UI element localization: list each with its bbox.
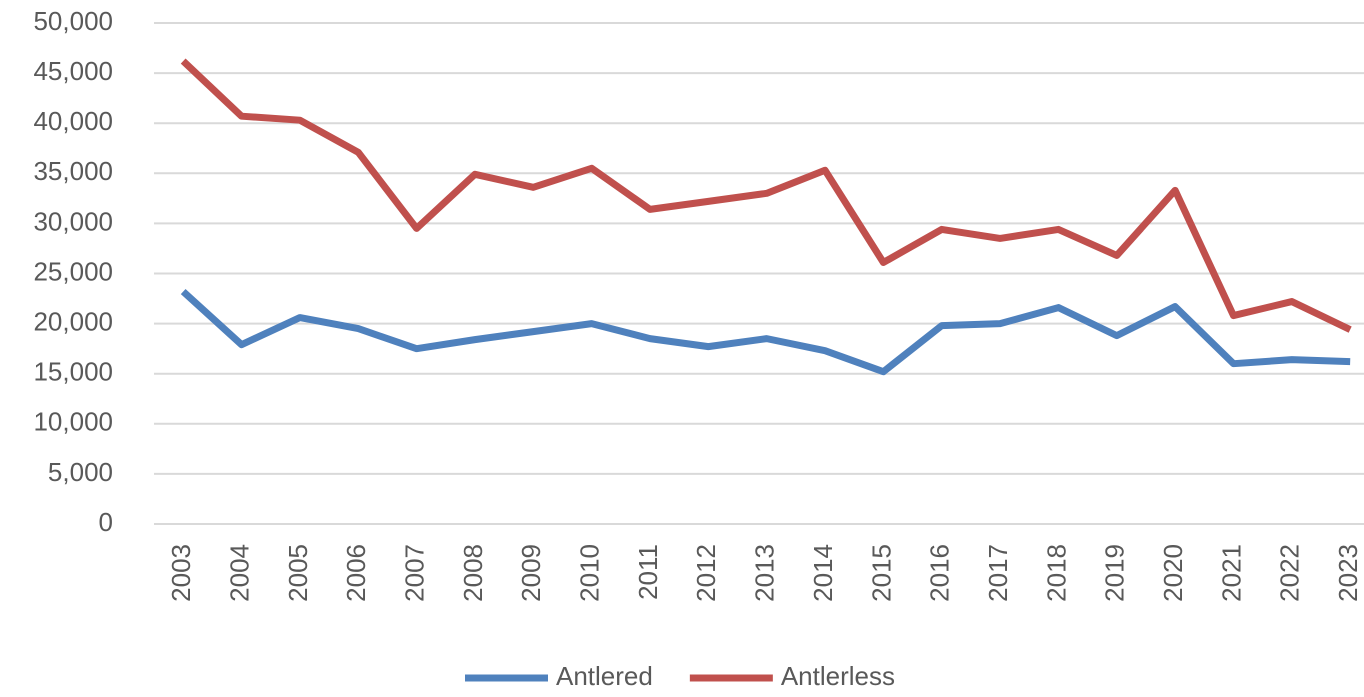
- y-tick-label: 50,000: [33, 6, 113, 36]
- x-tick-label: 2011: [633, 544, 663, 600]
- x-tick-label: 2013: [750, 544, 780, 602]
- y-tick-label: 25,000: [33, 256, 113, 286]
- x-tick-label: 2006: [341, 544, 371, 602]
- y-tick-label: 15,000: [33, 357, 113, 387]
- x-tick-label: 2015: [866, 544, 896, 602]
- series-line: [180, 58, 1352, 333]
- x-tick-label: 2018: [1041, 544, 1071, 602]
- series-line: [180, 288, 1351, 376]
- y-tick-label: 5,000: [48, 457, 113, 487]
- x-tick-label: 2009: [516, 544, 546, 602]
- x-tick-label: 2007: [399, 544, 429, 602]
- x-tick-label: 2003: [166, 544, 196, 602]
- y-tick-label: 30,000: [33, 206, 113, 236]
- legend-label: Antlerless: [781, 661, 895, 691]
- x-tick-label: 2014: [808, 544, 838, 602]
- y-tick-label: 0: [99, 507, 113, 537]
- x-tick-label: 2017: [983, 544, 1013, 602]
- x-tick-label: 2019: [1100, 544, 1130, 602]
- y-tick-label: 10,000: [33, 407, 113, 437]
- x-tick-label: 2023: [1333, 544, 1363, 602]
- x-tick-label: 2008: [458, 544, 488, 602]
- x-tick-label: 2012: [691, 544, 721, 602]
- x-tick-label: 2022: [1275, 544, 1305, 602]
- x-tick-label: 2010: [575, 544, 605, 602]
- x-tick-label: 2004: [224, 544, 254, 602]
- y-tick-label: 35,000: [33, 156, 113, 186]
- x-tick-label: 2016: [925, 544, 955, 602]
- y-tick-label: 40,000: [33, 106, 113, 136]
- legend-label: Antlered: [556, 661, 653, 691]
- x-tick-label: 2020: [1158, 544, 1188, 602]
- y-tick-label: 45,000: [33, 56, 113, 86]
- x-tick-label: 2005: [283, 544, 313, 602]
- x-tick-label: 2021: [1216, 544, 1246, 602]
- y-tick-label: 20,000: [33, 306, 113, 336]
